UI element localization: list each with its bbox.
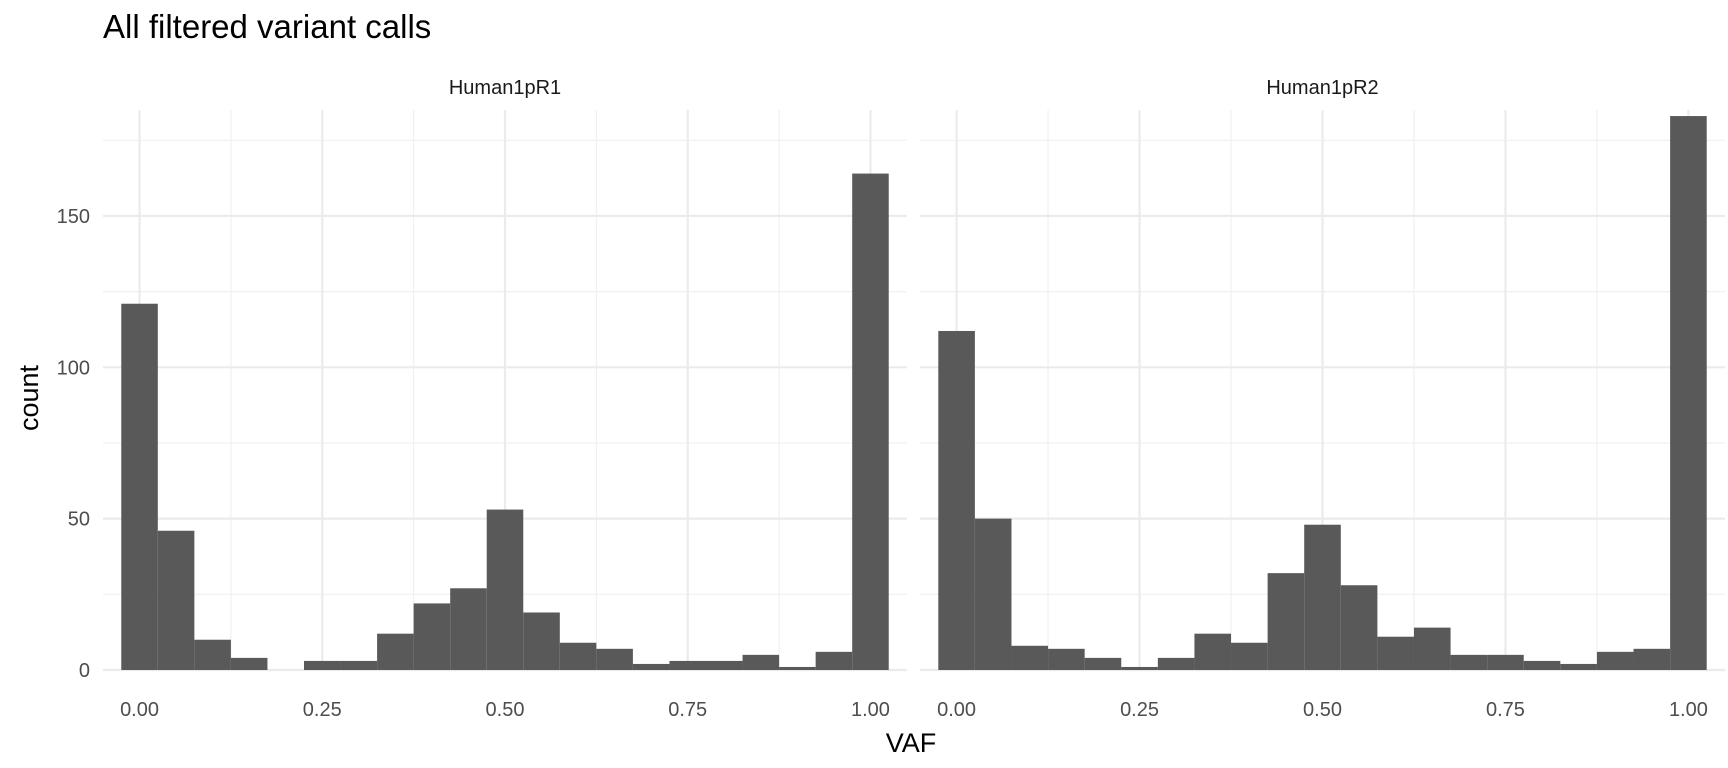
x-axis-title: VAF <box>886 728 937 758</box>
histogram-bar <box>486 509 524 670</box>
histogram-bar <box>938 330 975 670</box>
chart-title: All filtered variant calls <box>103 8 432 45</box>
x-tick-label: 0.50 <box>486 699 525 721</box>
histogram-bar <box>1084 657 1122 670</box>
histogram-bar <box>340 660 378 670</box>
x-tick-label: 1.00 <box>851 699 890 721</box>
x-tick-label: 0.75 <box>668 699 707 721</box>
x-tick-label: 0.25 <box>303 699 342 721</box>
y-tick-label: 150 <box>57 206 90 228</box>
histogram-bar <box>779 666 816 670</box>
histogram-bar <box>377 633 414 670</box>
histogram-bar <box>632 663 670 670</box>
facet-strip-label: Human1pR1 <box>449 77 561 99</box>
histogram-bar <box>157 530 195 670</box>
histogram-bar <box>1121 666 1158 670</box>
histogram-bar <box>706 660 743 670</box>
histogram-bar <box>1157 657 1195 670</box>
histogram-bar <box>450 588 487 670</box>
histogram-bar <box>1487 654 1524 670</box>
x-tick-label: 0.75 <box>1486 699 1525 721</box>
x-tick-label: 1.00 <box>1669 699 1708 721</box>
histogram-bar <box>1011 645 1049 670</box>
histogram-bar <box>1194 633 1232 670</box>
histogram-bar <box>815 651 853 670</box>
histogram-bar <box>1633 648 1671 670</box>
histogram-bar <box>413 603 451 670</box>
histogram-bar <box>1048 648 1085 670</box>
histogram-bar <box>596 648 633 670</box>
histogram-bar <box>1267 573 1305 670</box>
y-axis: 0 50 100 150 <box>57 206 90 682</box>
y-tick-label: 0 <box>79 660 90 682</box>
histogram-bar <box>1231 642 1268 670</box>
y-tick-label: 100 <box>57 357 90 379</box>
x-tick-label: 0.25 <box>1120 699 1159 721</box>
y-axis-title: count <box>14 364 44 431</box>
histogram-bar <box>194 639 231 670</box>
facet-strip-label: Human1pR2 <box>1266 77 1378 99</box>
histogram-bar <box>1413 627 1451 670</box>
histogram-bar <box>121 303 158 670</box>
x-tick-label: 0.00 <box>120 699 159 721</box>
histogram-bar <box>974 518 1012 670</box>
histogram-bar <box>1670 116 1707 670</box>
x-tick-label: 0.00 <box>937 699 976 721</box>
y-tick-label: 50 <box>68 509 90 531</box>
x-tick-label: 0.50 <box>1303 699 1342 721</box>
histogram-bar <box>1450 654 1488 670</box>
facet-panel-human1pr2: Human1pR2 0.00 0.25 0.50 0.75 1.00 <box>920 77 1725 721</box>
histogram-bar <box>669 660 706 670</box>
histogram-bar <box>1377 636 1414 670</box>
histogram-bar <box>1596 651 1634 670</box>
histogram-bar <box>304 660 341 670</box>
histogram-bar <box>230 657 268 670</box>
histogram-bar <box>852 173 889 670</box>
histogram-bar <box>1340 585 1378 670</box>
histogram-bar <box>559 642 597 670</box>
histogram-bar <box>1523 660 1561 670</box>
histogram-bar <box>1560 663 1597 670</box>
histogram-bar <box>742 654 780 670</box>
histogram-bar <box>1304 524 1341 670</box>
histogram-bar <box>523 612 560 670</box>
facet-panel-human1pr1: Human1pR1 0.00 0.25 0.50 0.75 1.00 <box>103 77 907 721</box>
